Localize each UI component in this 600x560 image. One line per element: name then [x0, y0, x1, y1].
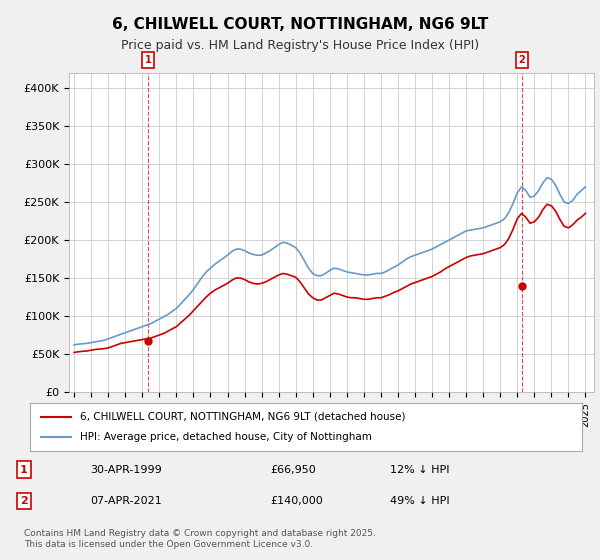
Text: 12% ↓ HPI: 12% ↓ HPI [390, 465, 449, 475]
Text: 2: 2 [518, 55, 525, 65]
Text: Price paid vs. HM Land Registry's House Price Index (HPI): Price paid vs. HM Land Registry's House … [121, 39, 479, 52]
Text: 49% ↓ HPI: 49% ↓ HPI [390, 496, 449, 506]
Text: 2: 2 [20, 496, 28, 506]
Text: Contains HM Land Registry data © Crown copyright and database right 2025.
This d: Contains HM Land Registry data © Crown c… [24, 529, 376, 549]
Text: 6, CHILWELL COURT, NOTTINGHAM, NG6 9LT (detached house): 6, CHILWELL COURT, NOTTINGHAM, NG6 9LT (… [80, 412, 405, 422]
Text: 30-APR-1999: 30-APR-1999 [90, 465, 162, 475]
Text: 07-APR-2021: 07-APR-2021 [90, 496, 162, 506]
Text: 1: 1 [20, 465, 28, 475]
Text: HPI: Average price, detached house, City of Nottingham: HPI: Average price, detached house, City… [80, 432, 371, 442]
Text: 6, CHILWELL COURT, NOTTINGHAM, NG6 9LT: 6, CHILWELL COURT, NOTTINGHAM, NG6 9LT [112, 17, 488, 32]
Text: £66,950: £66,950 [270, 465, 316, 475]
Text: 1: 1 [145, 55, 151, 65]
Text: £140,000: £140,000 [270, 496, 323, 506]
